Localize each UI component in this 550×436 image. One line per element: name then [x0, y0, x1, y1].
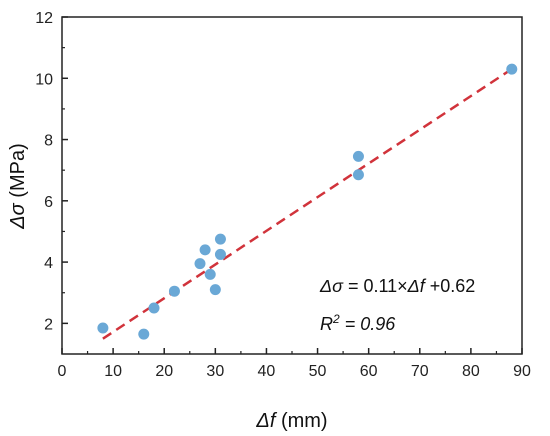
data-point [352, 150, 364, 162]
fit-line [102, 68, 513, 340]
data-point [352, 169, 364, 181]
y-tick-label: 6 [44, 194, 53, 211]
data-point [194, 258, 206, 270]
x-tick-label: 50 [309, 363, 327, 380]
x-tick-label: 90 [513, 363, 531, 380]
x-axis-title: Δf (mm) [255, 410, 327, 432]
r-squared: R2 = 0.96 [320, 312, 396, 334]
x-tick-label: 70 [411, 363, 429, 380]
data-point [506, 63, 518, 75]
plot-frame [61, 16, 523, 355]
data-point [199, 244, 211, 256]
data-points [97, 63, 518, 340]
fit-equation: Δσ = 0.11×Δf +0.62 [319, 276, 475, 296]
x-tick-label: 40 [258, 363, 276, 380]
tick-marks [61, 16, 523, 354]
y-axis-title: Δσ (MPa) [7, 143, 29, 229]
tick-labels: 0 10 20 30 40 50 60 70 80 90 2 4 6 8 10 12 [35, 10, 531, 380]
x-tick-label: 10 [104, 363, 122, 380]
x-tick-label: 0 [58, 363, 67, 380]
data-point [214, 248, 226, 260]
data-point [209, 284, 221, 296]
y-tick-label: 2 [44, 316, 53, 333]
data-point [214, 233, 226, 245]
data-point [168, 285, 180, 297]
x-tick-label: 80 [462, 363, 480, 380]
y-tick-label: 4 [44, 255, 53, 272]
y-tick-label: 8 [44, 133, 53, 150]
data-point [148, 302, 160, 314]
x-tick-label: 60 [360, 363, 378, 380]
y-tick-label: 12 [35, 10, 53, 27]
x-tick-label: 20 [155, 363, 173, 380]
data-point [204, 268, 216, 280]
data-point [97, 322, 109, 334]
x-tick-label: 30 [206, 363, 224, 380]
data-point [138, 328, 150, 340]
y-tick-label: 10 [35, 71, 53, 88]
